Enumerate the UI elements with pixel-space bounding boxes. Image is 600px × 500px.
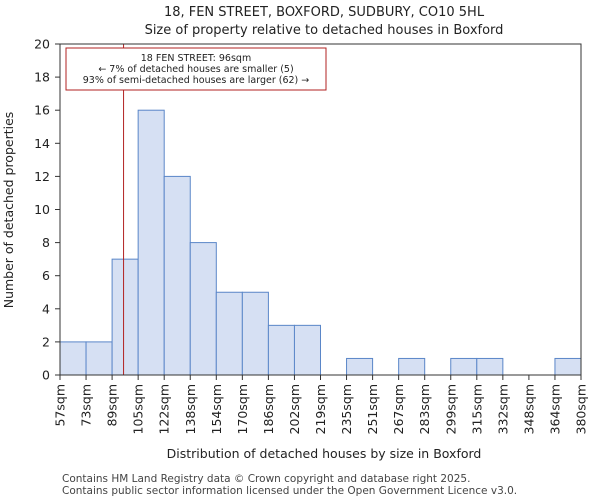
y-tick-label-2: 2 xyxy=(42,334,50,349)
x-tick-label-57sqm: 57sqm xyxy=(53,384,68,427)
y-tick-label-6: 6 xyxy=(42,268,50,283)
y-tick-label-4: 4 xyxy=(42,301,50,316)
bar-154sqm xyxy=(215,291,243,376)
y-tick-label-8: 8 xyxy=(42,235,50,250)
x-tick-label-251sqm: 251sqm xyxy=(365,384,380,434)
annotation-line-2: ← 7% of detached houses are smaller (5) xyxy=(98,64,293,75)
x-tick-label-186sqm: 186sqm xyxy=(261,384,276,434)
x-tick-label-89sqm: 89sqm xyxy=(105,384,120,427)
annotation-line-3: 93% of semi-detached houses are larger (… xyxy=(83,75,310,86)
bar-267sqm xyxy=(398,357,426,376)
x-tick-label-299sqm: 299sqm xyxy=(443,384,458,434)
y-tick-label-20: 20 xyxy=(34,37,50,52)
annotation-line-1: 18 FEN STREET: 96sqm xyxy=(141,53,251,64)
x-tick-label-235sqm: 235sqm xyxy=(339,384,354,434)
footer-line-1: Contains HM Land Registry data © Crown c… xyxy=(62,473,470,485)
x-tick-label-380sqm: 380sqm xyxy=(574,384,589,434)
x-tick-label-170sqm: 170sqm xyxy=(235,384,250,434)
x-tick-label-315sqm: 315sqm xyxy=(469,384,484,434)
bar-235sqm xyxy=(346,357,374,376)
x-tick-label-219sqm: 219sqm xyxy=(313,384,328,434)
chart-title-line1: 18, FEN STREET, BOXFORD, SUDBURY, CO10 5… xyxy=(164,5,485,20)
chart-title-line2: Size of property relative to detached ho… xyxy=(145,23,504,38)
x-tick-label-348sqm: 348sqm xyxy=(521,384,536,434)
x-tick-label-154sqm: 154sqm xyxy=(209,384,224,434)
bar-73sqm xyxy=(85,341,113,376)
x-tick-label-202sqm: 202sqm xyxy=(287,384,302,434)
x-tick-label-364sqm: 364sqm xyxy=(547,384,562,434)
y-tick-label-10: 10 xyxy=(34,202,50,217)
y-tick-label-16: 16 xyxy=(34,103,50,118)
y-tick-label-0: 0 xyxy=(42,368,50,383)
bar-186sqm xyxy=(267,324,295,376)
x-tick-label-283sqm: 283sqm xyxy=(417,384,432,434)
x-axis-label: Distribution of detached houses by size … xyxy=(167,446,482,461)
x-tick-label-105sqm: 105sqm xyxy=(131,384,146,434)
annotation-box xyxy=(65,47,327,91)
bar-315sqm xyxy=(476,357,504,376)
bar-202sqm xyxy=(293,324,322,376)
bar-122sqm xyxy=(163,175,191,376)
marker-annotation: 18 FEN STREET: 96sqm ← 7% of detached ho… xyxy=(65,47,327,91)
y-tick-label-14: 14 xyxy=(34,136,50,151)
y-axis-label: Number of detached properties xyxy=(1,112,16,309)
bar-89sqm xyxy=(111,258,139,376)
bar-57sqm xyxy=(59,341,87,376)
bar-105sqm xyxy=(137,109,165,376)
x-tick-label-138sqm: 138sqm xyxy=(183,384,198,434)
y-tick-label-18: 18 xyxy=(34,70,50,85)
x-tick-label-73sqm: 73sqm xyxy=(79,384,94,427)
bar-299sqm xyxy=(450,357,478,376)
footer-line-2: Contains public sector information licen… xyxy=(62,485,517,497)
bar-364sqm xyxy=(554,357,582,376)
bar-170sqm xyxy=(241,291,269,376)
x-tick-label-332sqm: 332sqm xyxy=(495,384,510,434)
x-tick-label-122sqm: 122sqm xyxy=(157,384,172,434)
x-tick-label-267sqm: 267sqm xyxy=(391,384,406,434)
y-tick-label-12: 12 xyxy=(34,169,50,184)
bar-138sqm xyxy=(189,242,217,376)
